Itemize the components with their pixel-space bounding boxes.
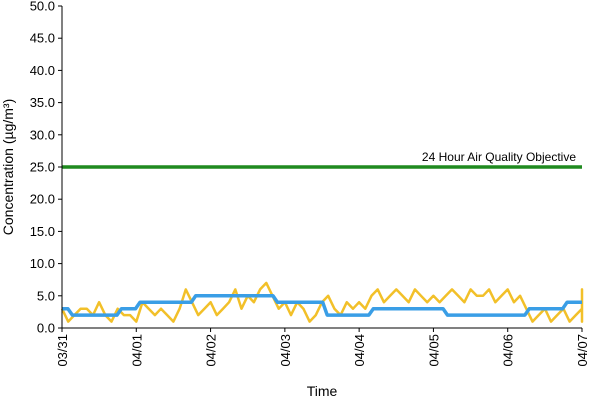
y-tick-labels: 0.0 5.0 10.0 15.0 20.0 25.0 30.0 35.0 40.0 45.0 50… (30, 0, 62, 336)
y-tick-label: 10.0 (30, 256, 55, 271)
y-tick-label: 30.0 (30, 127, 55, 142)
y-axis-title: Concentration (µg/m³) (0, 99, 16, 235)
x-tick-label: 04/05 (426, 334, 441, 367)
x-tick-label: 04/01 (129, 334, 144, 367)
x-tick-label: 04/06 (501, 334, 516, 367)
average-concentration-line (62, 294, 582, 317)
x-tick-label: 04/07 (575, 334, 590, 367)
x-tick-labels: 03/31 04/01 04/02 04/03 04/04 04/05 04/06 04/07 (55, 328, 590, 367)
y-tick-label: 20.0 (30, 192, 55, 207)
y-tick-label: 0.0 (37, 321, 55, 336)
objective-label: 24 Hour Air Quality Objective (422, 150, 576, 164)
x-tick-label: 04/02 (204, 334, 219, 367)
series-lines (60, 165, 584, 323)
x-tick-label: 03/31 (55, 334, 70, 367)
y-tick-label: 45.0 (30, 31, 55, 46)
y-tick-label: 35.0 (30, 95, 55, 110)
y-tick-label: 5.0 (37, 288, 55, 303)
y-tick-label: 25.0 (30, 160, 55, 175)
x-tick-label: 04/04 (352, 334, 367, 367)
x-axis-title: Time (307, 383, 338, 399)
y-tick-label: 50.0 (30, 0, 55, 14)
y-tick-label: 40.0 (30, 63, 55, 78)
hourly-concentration-line (60, 281, 584, 323)
x-tick-label: 04/03 (278, 334, 293, 367)
y-tick-label: 15.0 (30, 224, 55, 239)
